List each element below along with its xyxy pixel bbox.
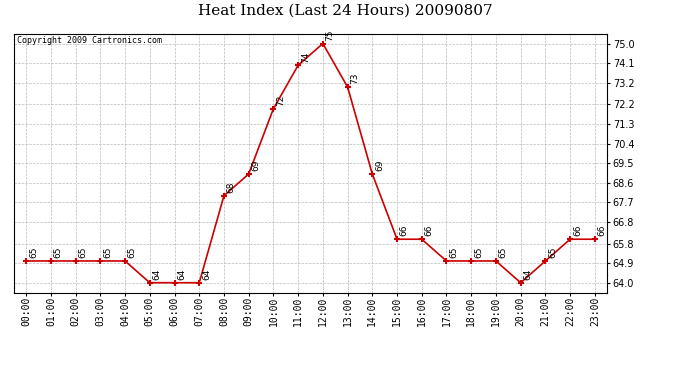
Text: 68: 68 [227,182,236,193]
Text: 72: 72 [276,94,285,106]
Text: 69: 69 [375,160,384,171]
Text: Copyright 2009 Cartronics.com: Copyright 2009 Cartronics.com [17,36,161,45]
Text: Heat Index (Last 24 Hours) 20090807: Heat Index (Last 24 Hours) 20090807 [198,4,492,18]
Text: 65: 65 [128,247,137,258]
Text: 66: 66 [424,225,433,237]
Text: 65: 65 [79,247,88,258]
Text: 65: 65 [548,247,557,258]
Text: 75: 75 [326,29,335,41]
Text: 65: 65 [499,247,508,258]
Text: 64: 64 [177,268,186,280]
Text: 65: 65 [449,247,458,258]
Text: 74: 74 [301,51,310,63]
Text: 66: 66 [400,225,408,237]
Text: 65: 65 [474,247,483,258]
Text: 65: 65 [54,247,63,258]
Text: 69: 69 [251,160,260,171]
Text: 64: 64 [202,268,211,280]
Text: 64: 64 [524,268,533,280]
Text: 65: 65 [29,247,38,258]
Text: 66: 66 [598,225,607,237]
Text: 66: 66 [573,225,582,237]
Text: 73: 73 [351,73,359,84]
Text: 65: 65 [103,247,112,258]
Text: 64: 64 [152,268,161,280]
